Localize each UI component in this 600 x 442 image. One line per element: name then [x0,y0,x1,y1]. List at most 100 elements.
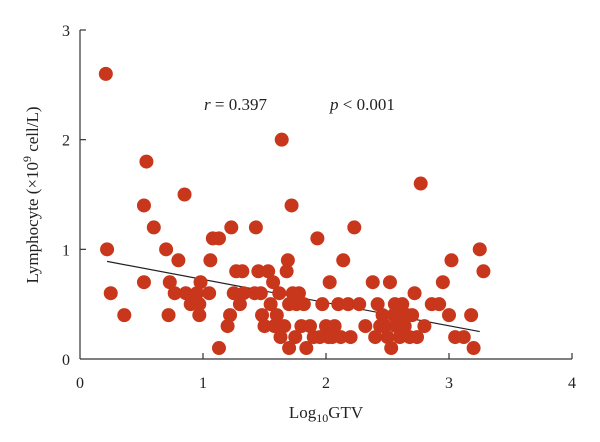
data-point [397,319,412,334]
data-point [177,187,192,202]
data-point [146,220,161,235]
data-point [444,253,459,268]
data-point [407,286,422,301]
data-point [279,264,294,279]
data-point [352,297,367,312]
plot-area: 0 1 2 3 4 0 1 2 3 [62,23,576,392]
data-point [232,297,247,312]
data-point [284,198,299,213]
data-point [269,308,284,323]
data-point [466,341,481,356]
r-annotation: r = 0.397 [204,95,267,114]
r-value: = 0.397 [211,95,268,114]
data-point [220,319,235,334]
data-point [282,341,297,356]
data-point [136,275,151,290]
data-point [327,319,342,334]
data-point [392,330,407,345]
x-tick-label: 3 [445,375,453,392]
data-point [178,286,193,301]
data-point [257,319,272,334]
data-point [410,330,425,345]
data-point [272,286,287,301]
p-symbol: p [329,95,339,114]
x-axis-ticks: 0 1 2 3 4 [76,353,576,392]
r-symbol: r [204,95,211,114]
data-point [171,253,186,268]
data-point [117,308,132,323]
data-point [251,264,266,279]
data-point [273,330,288,345]
p-value: < 0.001 [339,95,395,114]
data-point [380,330,395,345]
data-point [417,319,432,334]
data-point [189,286,204,301]
data-point [235,264,250,279]
data-point [223,308,238,323]
y-axis-title-main: Lymphocyte (×10 [23,162,42,283]
data-point [236,286,251,301]
x-tick-label: 2 [322,375,330,392]
data-point [341,297,356,312]
data-point [98,66,113,81]
data-point [226,286,241,301]
data-point [395,297,410,312]
x-axis-title: Log10GTV [289,403,364,425]
data-point [266,275,281,290]
data-point [432,297,447,312]
data-point [333,330,348,345]
data-point [100,242,115,257]
x-axis-title-main: Log [289,403,317,422]
data-point [253,286,268,301]
data-point [476,264,491,279]
data-point [267,319,282,334]
data-point [358,319,373,334]
data-point [299,341,314,356]
x-axis-title-subscript: 10 [316,411,328,425]
y-tick-label: 0 [62,352,70,369]
x-axis-title-tail: GTV [328,403,364,422]
data-point [464,308,479,323]
data-point [261,264,276,279]
data-point [472,242,487,257]
data-point [315,297,330,312]
y-axis-ticks: 0 1 2 3 [62,23,86,369]
data-points [98,66,491,356]
data-point [248,220,263,235]
x-tick-label: 0 [76,375,84,392]
data-point [331,297,346,312]
data-point [390,308,405,323]
data-point [375,308,390,323]
data-point [203,253,218,268]
data-point [291,286,306,301]
data-point [193,275,208,290]
y-axis-title-superscript: 9 [20,156,34,162]
data-point [435,275,450,290]
data-point [202,286,217,301]
data-point [365,275,380,290]
data-point [347,220,362,235]
data-point [211,341,226,356]
data-point [136,198,151,213]
data-point [405,308,420,323]
data-point [159,242,174,257]
data-point [162,275,177,290]
data-point [336,253,351,268]
data-point [456,330,471,345]
data-point [384,341,399,356]
data-point [167,286,182,301]
data-point [368,330,383,345]
p-annotation: p < 0.001 [329,95,395,114]
data-point [296,297,311,312]
data-point [413,176,428,191]
data-point [192,297,207,312]
y-tick-label: 2 [62,133,70,150]
data-point [310,231,325,246]
data-point [224,220,239,235]
y-axis-title-tail: cell/L) [23,106,42,156]
data-point [288,330,303,345]
data-point [263,297,278,312]
x-tick-label: 4 [568,375,576,392]
data-point [382,275,397,290]
